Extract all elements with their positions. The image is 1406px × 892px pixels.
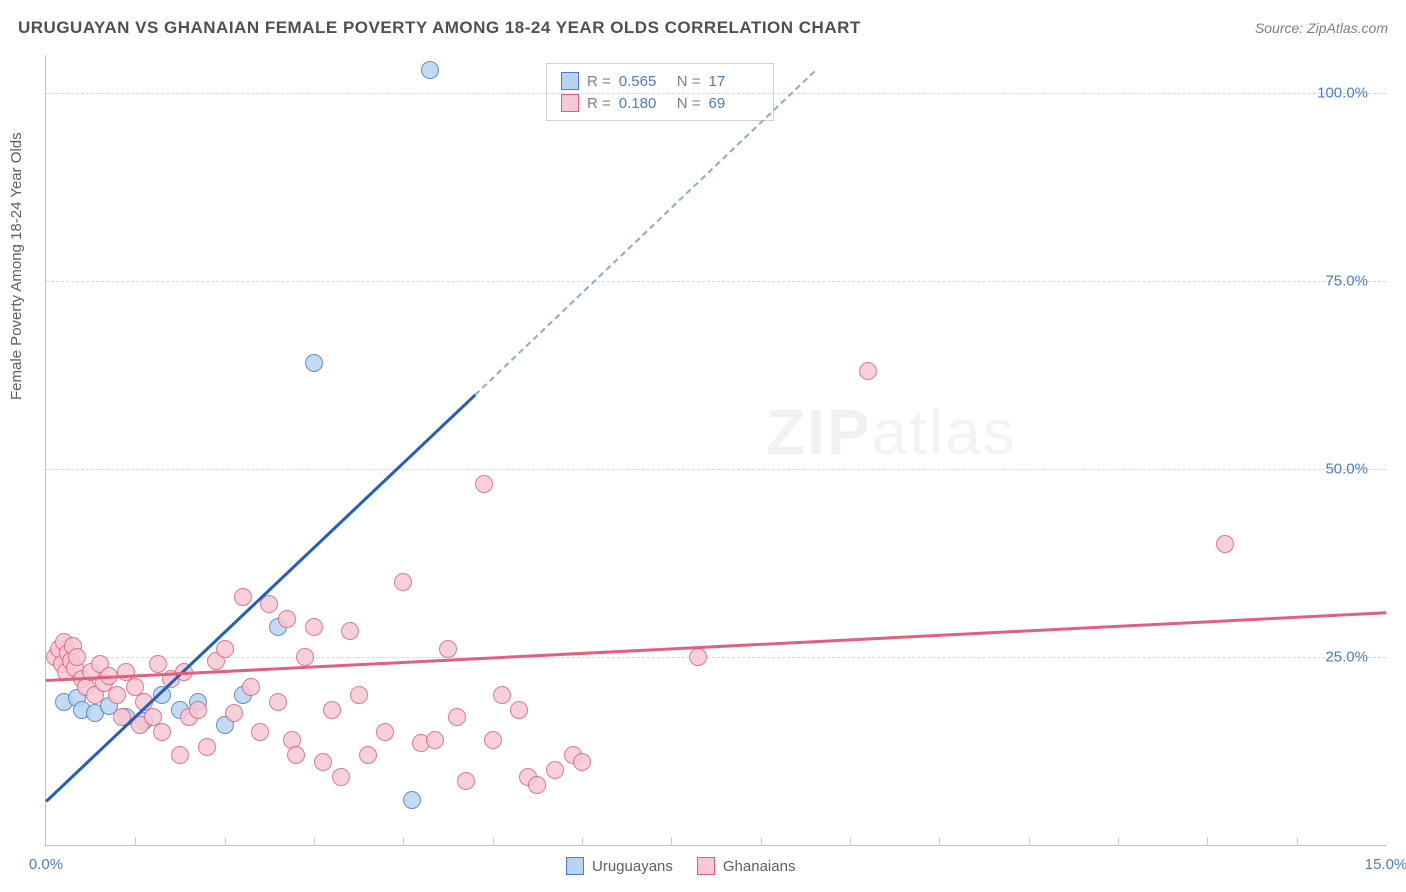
n-label: N = <box>677 73 701 90</box>
data-point <box>260 595 278 613</box>
x-tick <box>225 837 226 845</box>
data-point <box>242 678 260 696</box>
data-point <box>198 738 216 756</box>
data-point <box>510 701 528 719</box>
data-point <box>573 753 591 771</box>
x-tick <box>135 837 136 845</box>
data-point <box>546 761 564 779</box>
data-point <box>439 640 457 658</box>
data-point <box>323 701 341 719</box>
series-swatch <box>561 72 579 90</box>
x-tick <box>582 837 583 845</box>
x-tick <box>403 837 404 845</box>
data-point <box>359 746 377 764</box>
data-point <box>234 588 252 606</box>
data-point <box>251 723 269 741</box>
data-point <box>305 618 323 636</box>
r-value: 0.565 <box>619 73 669 90</box>
x-tick <box>761 837 762 845</box>
legend-label: Uruguayans <box>592 858 673 875</box>
gridline-h <box>46 469 1386 470</box>
series-swatch <box>561 94 579 112</box>
gridline-h <box>46 93 1386 94</box>
data-point <box>859 362 877 380</box>
data-point <box>149 655 167 673</box>
data-point <box>689 648 707 666</box>
x-tick <box>939 837 940 845</box>
source-prefix: Source: <box>1255 20 1307 36</box>
y-tick-label: 50.0% <box>1325 460 1368 477</box>
scatter-plot: ZIPatlas R =0.565N =17R =0.180N =69 Urug… <box>45 55 1386 846</box>
x-tick <box>1029 837 1030 845</box>
data-point <box>341 622 359 640</box>
r-label: R = <box>587 95 611 112</box>
watermark-zip: ZIP <box>766 396 872 468</box>
x-tick <box>493 837 494 845</box>
source-attribution: Source: ZipAtlas.com <box>1255 20 1388 36</box>
data-point <box>376 723 394 741</box>
data-point <box>171 746 189 764</box>
data-point <box>448 708 466 726</box>
x-tick-label-min: 0.0% <box>29 856 63 873</box>
x-tick <box>850 837 851 845</box>
data-point <box>457 772 475 790</box>
legend-swatch <box>566 857 584 875</box>
data-point <box>189 701 207 719</box>
y-axis-label: Female Poverty Among 18-24 Year Olds <box>8 132 25 400</box>
data-point <box>493 686 511 704</box>
legend-label: Ghanaians <box>723 858 796 875</box>
data-point <box>278 610 296 628</box>
legend-item: Ghanaians <box>697 857 796 875</box>
watermark-atlas: atlas <box>872 396 1017 468</box>
x-tick <box>1297 837 1298 845</box>
data-point <box>350 686 368 704</box>
data-point <box>403 791 421 809</box>
y-tick-label: 75.0% <box>1325 272 1368 289</box>
x-tick <box>671 837 672 845</box>
n-value: 17 <box>709 73 759 90</box>
legend-swatch <box>697 857 715 875</box>
data-point <box>108 686 126 704</box>
data-point <box>216 640 234 658</box>
r-label: R = <box>587 73 611 90</box>
n-value: 69 <box>709 95 759 112</box>
source-name: ZipAtlas.com <box>1307 20 1388 36</box>
stats-row: R = 0.180 N = 69 <box>561 92 759 114</box>
data-point <box>426 731 444 749</box>
stats-row: R = 0.565 N = 17 <box>561 70 759 92</box>
data-point <box>475 475 493 493</box>
data-point <box>1216 535 1234 553</box>
data-point <box>153 723 171 741</box>
n-label: N = <box>677 95 701 112</box>
data-point <box>421 61 439 79</box>
data-point <box>484 731 502 749</box>
x-tick <box>314 837 315 845</box>
data-point <box>305 354 323 372</box>
data-point <box>394 573 412 591</box>
x-tick <box>1207 837 1208 845</box>
data-point <box>269 693 287 711</box>
trend-line <box>46 612 1386 682</box>
series-legend: Uruguayans Ghanaians <box>566 857 795 875</box>
data-point <box>68 648 86 666</box>
watermark: ZIPatlas <box>766 395 1017 469</box>
x-tick-label-max: 15.0% <box>1365 856 1406 873</box>
data-point <box>314 753 332 771</box>
data-point <box>528 776 546 794</box>
data-point <box>296 648 314 666</box>
y-tick-label: 100.0% <box>1317 84 1368 101</box>
gridline-h <box>46 657 1386 658</box>
data-point <box>287 746 305 764</box>
data-point <box>225 704 243 722</box>
gridline-h <box>46 281 1386 282</box>
legend-item: Uruguayans <box>566 857 673 875</box>
r-value: 0.180 <box>619 95 669 112</box>
y-tick-label: 25.0% <box>1325 648 1368 665</box>
x-tick <box>1118 837 1119 845</box>
data-point <box>332 768 350 786</box>
chart-title: URUGUAYAN VS GHANAIAN FEMALE POVERTY AMO… <box>18 18 861 38</box>
